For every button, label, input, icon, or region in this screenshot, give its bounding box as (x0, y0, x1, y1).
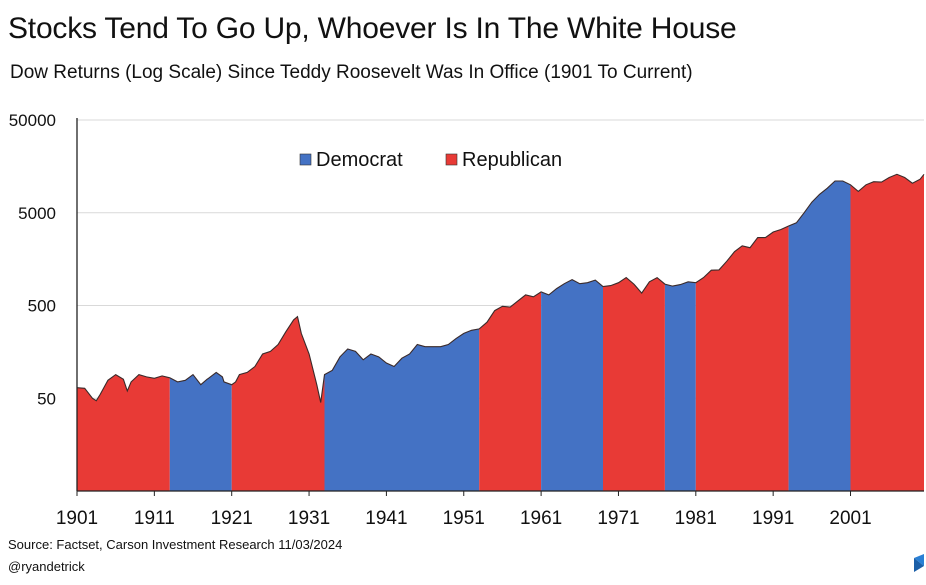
area-republican (603, 277, 665, 491)
author-handle: @ryandetrick (8, 559, 85, 574)
area-layer (76, 173, 925, 492)
legend-label-republican: Republican (462, 149, 562, 171)
x-tick-label: 1911 (134, 508, 175, 529)
x-tick-label: 1921 (211, 508, 253, 529)
area-democrat (324, 328, 480, 491)
area-republican (850, 174, 924, 492)
legend-swatch-democrat (299, 153, 312, 166)
x-tick-label: 1961 (520, 508, 562, 529)
area-democrat (169, 372, 232, 491)
area-democrat (541, 279, 603, 491)
x-tick-label: 2001 (829, 508, 871, 529)
legend: Democrat Republican (299, 149, 562, 171)
x-tick-label: 1981 (675, 508, 717, 529)
area-democrat (664, 281, 696, 491)
series-line-dow (76, 173, 925, 403)
area-republican (695, 226, 789, 491)
area-republican (77, 374, 170, 491)
x-tick-label: 1941 (365, 508, 407, 529)
area-republican (479, 291, 542, 491)
legend-label-democrat: Democrat (316, 149, 403, 171)
chart-subtitle: Dow Returns (Log Scale) Since Teddy Roos… (10, 62, 693, 83)
chart-title: Stocks Tend To Go Up, Whoever Is In The … (8, 12, 737, 45)
x-tick-label: 1951 (443, 508, 485, 529)
y-tick-label: 5000 (18, 204, 56, 223)
area-democrat (788, 181, 851, 491)
y-tick-label: 500 (28, 297, 56, 316)
x-tick-label: 1901 (56, 508, 98, 529)
source-note: Source: Factset, Carson Investment Resea… (8, 537, 343, 552)
logo-mark (914, 554, 924, 572)
x-tick-label: 1971 (597, 508, 639, 529)
y-tick-label: 50 (37, 389, 56, 408)
x-tick-label: 1991 (752, 508, 794, 529)
axis-layer: 50 500 5000 50000 1901 1911 1921 1931 1941 1951 19… (9, 111, 924, 529)
dow-chart: 50 500 5000 50000 1901 1911 1921 1931 1941 1951 19… (9, 111, 925, 529)
legend-swatch-republican (445, 153, 458, 166)
x-tick-label: 1931 (288, 508, 330, 529)
area-republican (231, 316, 325, 491)
y-tick-label: 50000 (9, 111, 56, 130)
